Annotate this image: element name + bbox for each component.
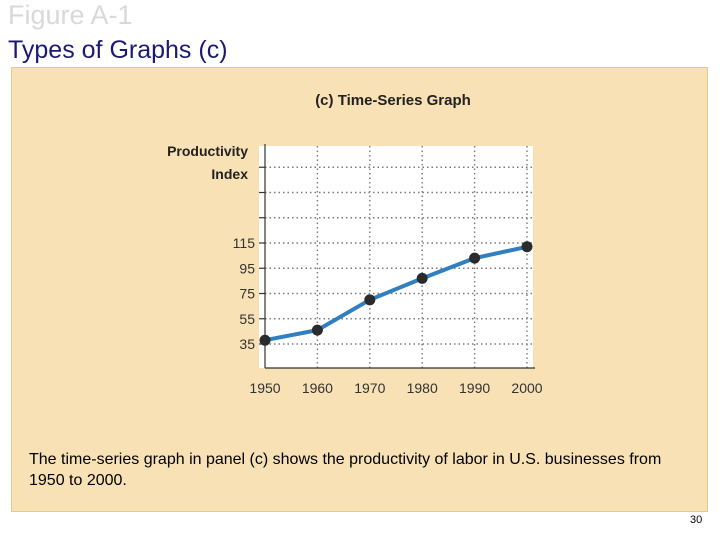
- data-point: [469, 252, 481, 264]
- x-tick-label: 1960: [302, 380, 333, 396]
- slide-title: Types of Graphs (c): [8, 36, 228, 64]
- y-axis-label-line-1: Productivity: [167, 143, 248, 159]
- chart-title: (c) Time-Series Graph: [315, 92, 471, 109]
- data-point: [311, 324, 323, 336]
- data-point: [259, 334, 271, 346]
- data-points: [259, 241, 533, 346]
- x-tick-label: 1970: [354, 380, 385, 396]
- y-axis-label-line-2: Index: [211, 166, 248, 182]
- x-tick-label: 1990: [459, 380, 490, 396]
- caption: The time-series graph in panel (c) shows…: [29, 451, 662, 489]
- page-number: 30: [690, 514, 703, 526]
- data-point: [521, 241, 533, 253]
- y-tick-label: 115: [233, 235, 256, 251]
- figure-label: Figure A-1: [8, 0, 133, 30]
- series-line: [264, 244, 528, 343]
- x-tick-label: 1950: [249, 380, 280, 396]
- axes: [259, 144, 535, 369]
- y-tick-label: 35: [239, 336, 255, 352]
- x-tick-label: 2000: [511, 380, 542, 396]
- chart-panel: 35 55 75 95 115 1950 1960 1970 1980 1990 2000 (c) …: [11, 67, 708, 512]
- grid-lines: [265, 146, 535, 368]
- y-tick-label: 95: [239, 260, 255, 276]
- tick-labels: 35 55 75 95 115 1950 1960 1970 1980 1990 2000: [233, 235, 543, 396]
- time-series-chart: 35 55 75 95 115 1950 1960 1970 1980 1990 2000 (c) …: [167, 92, 543, 396]
- data-point: [364, 294, 376, 306]
- data-point: [416, 272, 428, 284]
- x-tick-label: 1980: [407, 380, 438, 396]
- y-tick-label: 75: [239, 286, 255, 302]
- series-line-productivity: [264, 244, 528, 343]
- y-tick-label: 55: [239, 311, 255, 327]
